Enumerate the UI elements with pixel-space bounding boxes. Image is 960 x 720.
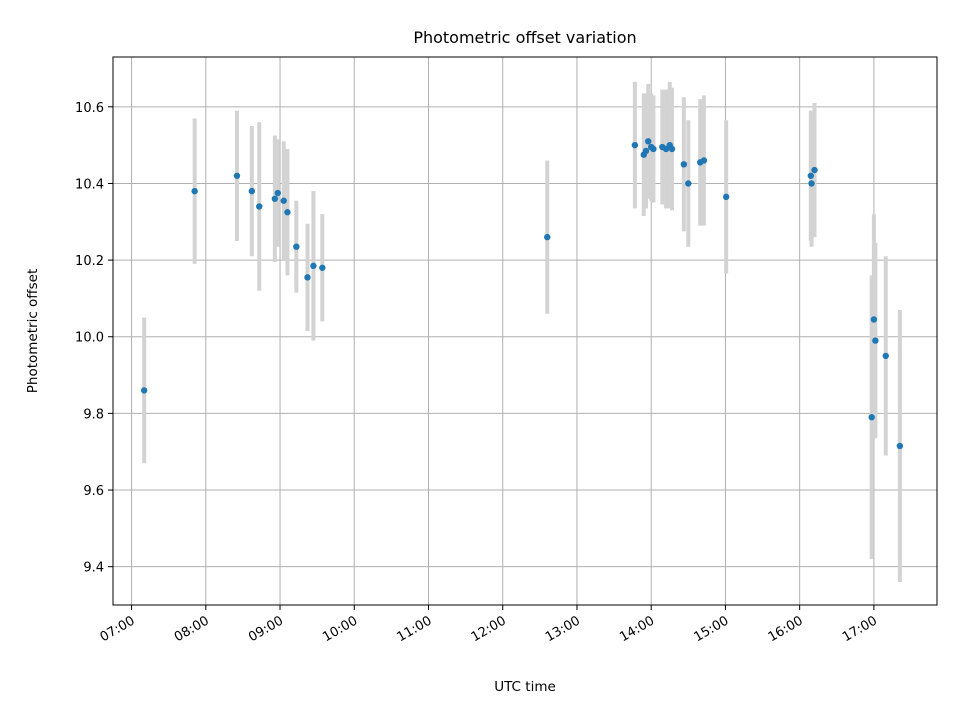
data-point — [868, 414, 875, 421]
data-point — [631, 141, 639, 149]
y-tick-label: 10.2 — [75, 254, 104, 269]
data-point — [256, 203, 263, 210]
data-point — [304, 274, 311, 281]
data-point — [271, 195, 279, 202]
data-point — [233, 172, 241, 179]
y-axis-label: Photometric offset — [25, 269, 41, 393]
data-point — [808, 180, 815, 187]
data-point — [882, 352, 889, 360]
data-point — [191, 187, 198, 195]
x-axis-label: UTC time — [494, 679, 556, 695]
data-markers — [140, 138, 904, 450]
data-point — [668, 145, 676, 153]
data-point — [319, 264, 326, 271]
data-point — [685, 180, 692, 187]
plot-frame — [112, 56, 938, 606]
y-tick-label: 10.4 — [75, 177, 104, 192]
data-point — [642, 147, 650, 155]
chart-title: Photometric offset variation — [413, 28, 636, 47]
data-point — [650, 145, 657, 153]
data-point — [870, 316, 878, 323]
data-point — [896, 442, 904, 450]
data-point — [280, 197, 287, 204]
data-point — [700, 157, 708, 164]
y-tick-label: 10.6 — [75, 101, 104, 116]
data-point — [722, 193, 730, 201]
data-point — [248, 187, 256, 195]
data-point — [140, 387, 148, 394]
y-tick-label: 9.6 — [83, 484, 104, 499]
data-point — [274, 189, 281, 197]
data-point — [811, 166, 818, 174]
y-axis-ticks: 9.4 9.6 9.8 10.0 10.2 10.4 10.6 — [75, 101, 113, 576]
data-point — [807, 172, 815, 179]
y-tick-label: 10.0 — [75, 331, 104, 346]
data-point — [544, 233, 551, 241]
y-tick-label: 9.8 — [83, 407, 104, 422]
data-point — [284, 209, 291, 216]
data-point — [293, 243, 300, 250]
data-point — [872, 337, 879, 344]
data-point — [310, 262, 317, 270]
data-point — [680, 161, 688, 168]
data-point — [645, 138, 652, 145]
y-tick-label: 9.4 — [83, 561, 104, 576]
